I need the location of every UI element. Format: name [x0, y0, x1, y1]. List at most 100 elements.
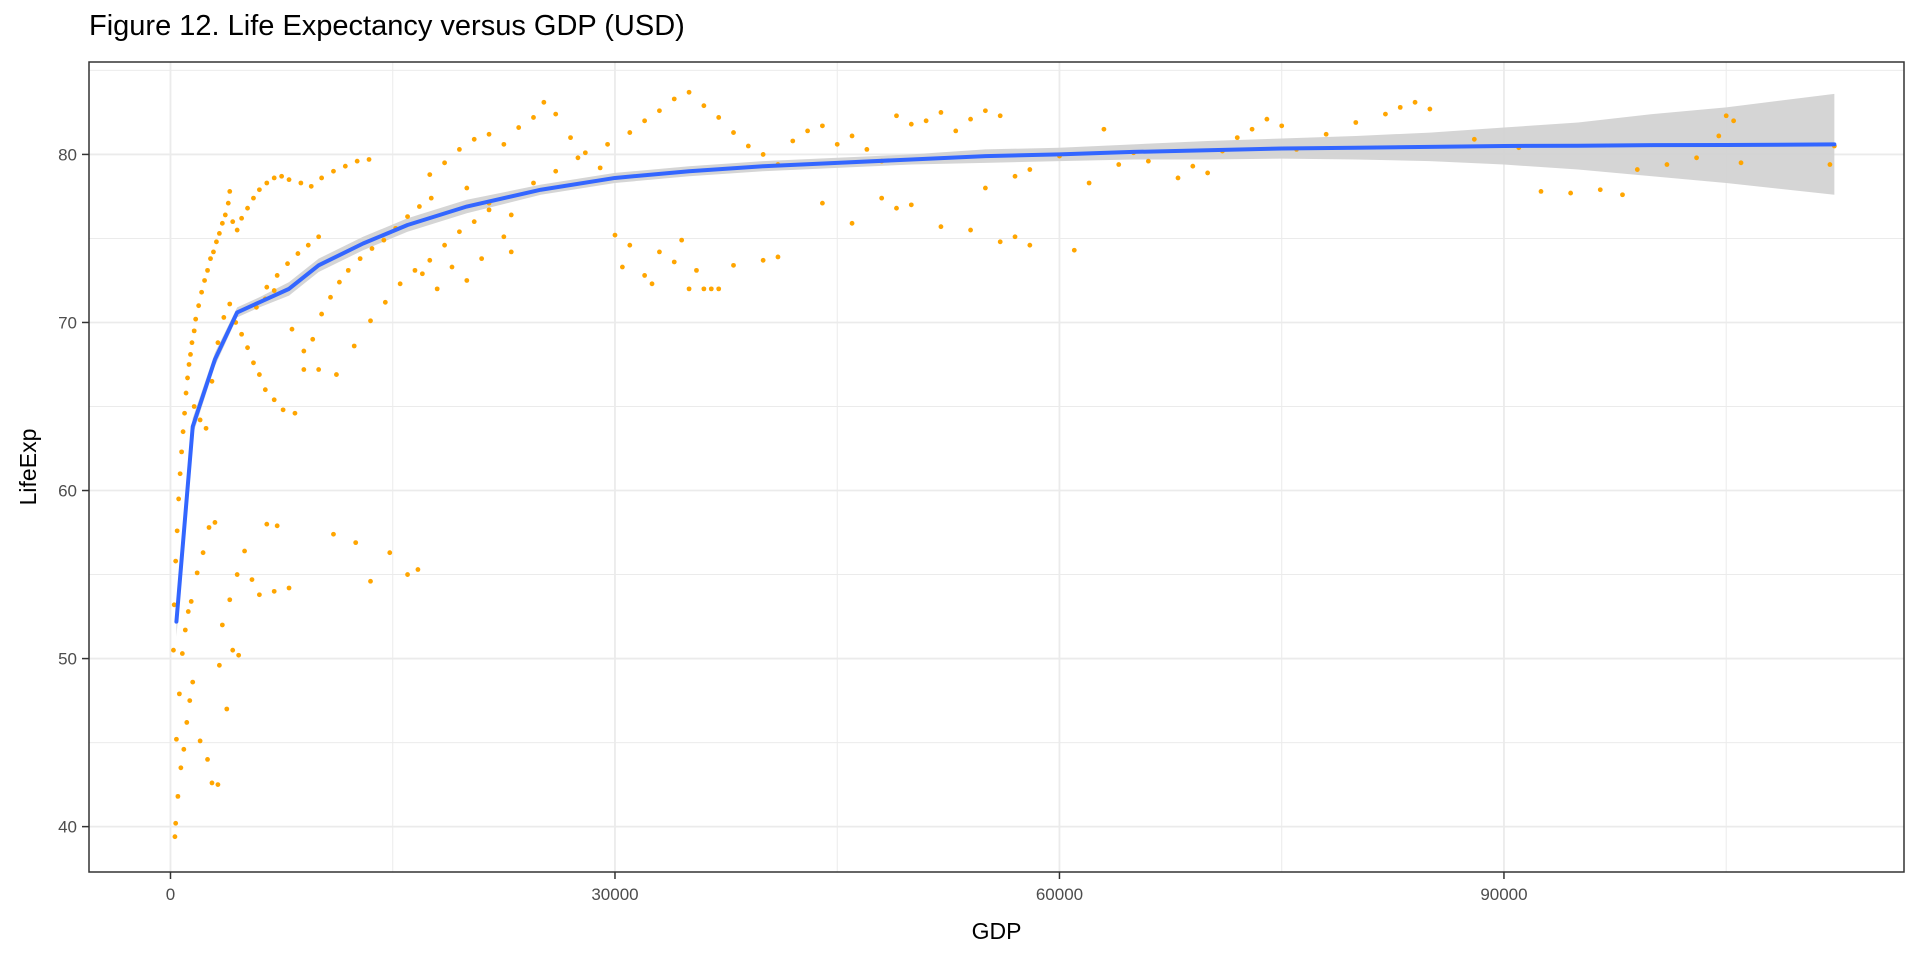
data-point	[188, 599, 194, 604]
data-point	[205, 757, 210, 762]
data-point	[187, 698, 193, 703]
data-point	[264, 180, 270, 186]
data-point	[200, 550, 206, 556]
data-point	[353, 540, 359, 546]
data-point	[486, 131, 492, 137]
data-point	[428, 195, 434, 201]
data-point	[182, 627, 188, 633]
data-point	[1012, 173, 1018, 179]
data-point	[716, 286, 722, 292]
data-point	[471, 136, 477, 142]
data-point	[405, 572, 410, 577]
chart-title: Figure 12. Life Expectancy versus GDP (U…	[89, 10, 685, 42]
data-point	[879, 195, 885, 201]
data-point	[230, 647, 236, 653]
data-point	[271, 288, 277, 293]
data-point	[1597, 187, 1603, 193]
data-point	[274, 273, 280, 278]
data-point	[1731, 118, 1737, 124]
data-point	[745, 143, 751, 149]
data-point	[179, 449, 185, 455]
data-point	[227, 597, 233, 603]
data-point	[212, 520, 218, 525]
data-point	[189, 340, 195, 346]
data-point	[553, 111, 559, 117]
data-point	[605, 141, 610, 147]
data-point	[412, 267, 418, 273]
data-point	[417, 204, 422, 209]
data-point	[686, 286, 692, 292]
data-point	[264, 284, 270, 290]
data-point	[716, 115, 722, 120]
data-point	[193, 316, 199, 322]
data-point	[1538, 188, 1544, 194]
data-point	[227, 188, 233, 194]
y-tick-label: 40	[58, 818, 77, 837]
data-point	[1664, 162, 1670, 167]
data-point	[464, 185, 470, 191]
data-point	[279, 173, 285, 179]
data-point	[180, 429, 186, 435]
data-point	[486, 207, 492, 213]
grid-minor	[89, 62, 1904, 872]
data-point	[501, 234, 507, 240]
data-point	[219, 622, 225, 628]
data-point	[196, 303, 202, 309]
data-point	[191, 328, 197, 334]
data-point	[205, 267, 210, 273]
y-tick-label: 80	[58, 145, 77, 164]
data-point	[679, 237, 685, 243]
data-point	[172, 834, 178, 840]
data-point	[405, 214, 410, 220]
data-point	[286, 177, 292, 183]
data-point	[271, 588, 277, 594]
y-tick-label: 70	[58, 313, 77, 332]
data-point	[197, 417, 203, 423]
data-point	[1190, 163, 1196, 169]
data-point	[209, 780, 215, 786]
data-point	[849, 220, 855, 226]
x-axis-title: GDP	[972, 918, 1022, 944]
data-point	[397, 281, 403, 287]
data-point	[209, 378, 215, 384]
data-point	[1234, 135, 1240, 141]
data-point	[923, 118, 929, 124]
data-point	[908, 202, 914, 208]
data-point	[1723, 113, 1729, 119]
data-point	[642, 273, 648, 278]
data-point	[179, 651, 185, 656]
data-point	[174, 736, 179, 742]
data-point	[239, 215, 245, 221]
data-point	[575, 155, 581, 161]
data-point	[177, 471, 183, 477]
data-point	[178, 765, 184, 771]
grid-major	[89, 62, 1904, 872]
data-point	[1716, 133, 1722, 139]
plot-panel-background	[89, 62, 1904, 872]
data-point	[271, 397, 277, 403]
data-point	[368, 578, 373, 584]
data-point	[1101, 126, 1107, 132]
data-point	[387, 550, 393, 556]
data-point	[597, 165, 603, 171]
data-point	[256, 592, 262, 598]
data-point	[1205, 170, 1211, 176]
data-point	[256, 372, 262, 377]
data-point	[176, 691, 182, 697]
data-point	[295, 251, 301, 256]
data-point	[224, 706, 230, 712]
data-point	[191, 404, 197, 409]
data-point	[202, 278, 207, 283]
scatter-points-layer	[171, 89, 1837, 840]
confidence-band-layer	[176, 93, 1835, 637]
data-point	[694, 267, 699, 273]
data-point	[1175, 175, 1181, 181]
x-axis: 0 30000 60000 90000	[166, 872, 1528, 904]
x-tick-label: 30000	[591, 885, 638, 904]
data-point	[701, 286, 707, 292]
data-point	[1620, 192, 1625, 198]
data-point	[184, 720, 190, 725]
data-point	[457, 229, 462, 235]
data-point	[982, 108, 988, 114]
data-point	[820, 200, 825, 206]
